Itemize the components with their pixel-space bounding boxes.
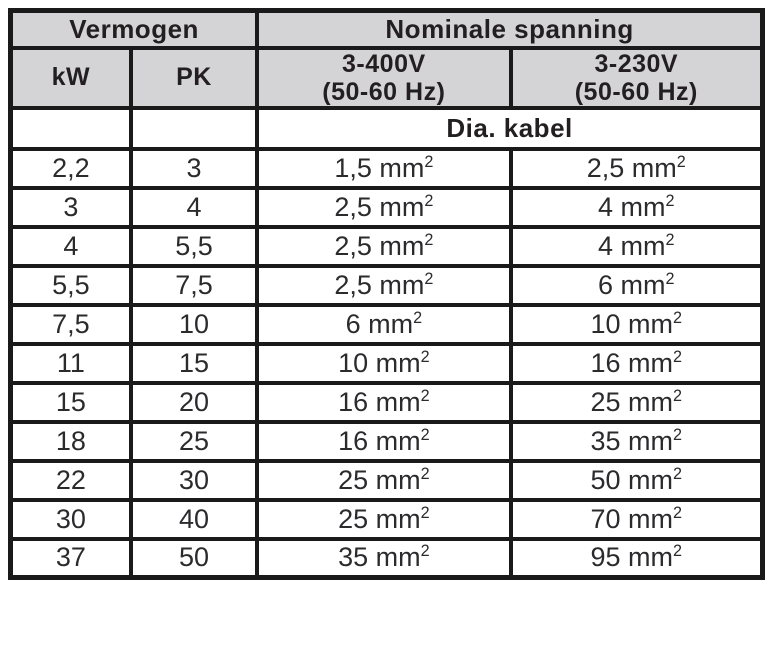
- table-row: 22 30 25 mm2 50 mm2: [8, 458, 765, 502]
- cable-400-cell: 10 mm2: [255, 341, 513, 385]
- table-row: 18 25 16 mm2 35 mm2: [8, 419, 765, 463]
- page: Vermogen Nominale spanning kW PK 3-400V …: [8, 8, 765, 580]
- unit-exponent: 2: [420, 503, 430, 522]
- table-row: 4 5,5 2,5 mm2 4 mm2: [8, 224, 765, 268]
- cable-230-cell: 6 mm2: [508, 263, 765, 307]
- table-row: 30 40 25 mm2 70 mm2: [8, 497, 765, 541]
- unit-exponent: 2: [420, 542, 430, 561]
- header-group-row: Vermogen Nominale spanning: [8, 8, 765, 50]
- pk-cell: 25: [128, 419, 260, 463]
- unit-exponent: 2: [673, 347, 683, 366]
- kw-cell: 2,2: [8, 146, 133, 190]
- pk-cell: 50: [128, 536, 260, 580]
- kw-cell: 11: [8, 341, 133, 385]
- cable-size-table: Vermogen Nominale spanning kW PK 3-400V …: [8, 8, 765, 580]
- table-row: 7,5 10 6 mm2 10 mm2: [8, 302, 765, 346]
- cable-230-cell: 35 mm2: [508, 419, 765, 463]
- unit-exponent: 2: [665, 230, 675, 249]
- header-nominale-spanning: Nominale spanning: [255, 8, 765, 50]
- cable-400-cell: 16 mm2: [255, 419, 513, 463]
- unit-exponent: 2: [420, 425, 430, 444]
- pk-cell: 10: [128, 302, 260, 346]
- pk-cell: 3: [128, 146, 260, 190]
- kw-cell: 22: [8, 458, 133, 502]
- header-dia-kabel: Dia. kabel: [255, 105, 765, 151]
- blank-pk-cell: [128, 105, 260, 151]
- cable-230-cell: 16 mm2: [508, 341, 765, 385]
- pk-cell: 15: [128, 341, 260, 385]
- cable-400-cell: 2,5 mm2: [255, 185, 513, 229]
- unit-exponent: 2: [673, 464, 683, 483]
- cable-230-cell: 4 mm2: [508, 185, 765, 229]
- unit-exponent: 2: [665, 191, 675, 210]
- table-row: 3 4 2,5 mm2 4 mm2: [8, 185, 765, 229]
- pk-cell: 7,5: [128, 263, 260, 307]
- cable-230-cell: 70 mm2: [508, 497, 765, 541]
- cable-400-cell: 25 mm2: [255, 497, 513, 541]
- kw-cell: 15: [8, 380, 133, 424]
- unit-exponent: 2: [420, 386, 430, 405]
- pk-cell: 30: [128, 458, 260, 502]
- table-row: 2,2 3 1,5 mm2 2,5 mm2: [8, 146, 765, 190]
- kw-cell: 18: [8, 419, 133, 463]
- kw-cell: 5,5: [8, 263, 133, 307]
- unit-exponent: 2: [424, 191, 434, 210]
- voltage-400-label: 3-400V: [342, 49, 426, 78]
- table-row: 37 50 35 mm2 95 mm2: [8, 536, 765, 580]
- unit-exponent: 2: [424, 230, 434, 249]
- cable-400-cell: 25 mm2: [255, 458, 513, 502]
- pk-cell: 5,5: [128, 224, 260, 268]
- header-3-230v: 3-230V (50-60 Hz): [508, 45, 765, 110]
- unit-exponent: 2: [673, 503, 683, 522]
- pk-cell: 40: [128, 497, 260, 541]
- cable-230-cell: 4 mm2: [508, 224, 765, 268]
- unit-exponent: 2: [676, 152, 686, 171]
- unit-exponent: 2: [413, 308, 423, 327]
- voltage-400-frequency: (50-60 Hz): [322, 77, 446, 106]
- kw-cell: 30: [8, 497, 133, 541]
- voltage-230-frequency: (50-60 Hz): [574, 77, 698, 106]
- blank-kw-cell: [8, 105, 133, 151]
- header-kw: kW: [8, 45, 133, 110]
- pk-cell: 4: [128, 185, 260, 229]
- unit-exponent: 2: [665, 269, 675, 288]
- cable-400-cell: 6 mm2: [255, 302, 513, 346]
- header-vermogen: Vermogen: [8, 8, 260, 50]
- unit-exponent: 2: [424, 269, 434, 288]
- table-body: 2,2 3 1,5 mm2 2,5 mm2 3 4 2,5 mm2 4 mm2 4 5,5 2,5 …: [8, 146, 765, 580]
- cable-400-cell: 2,5 mm2: [255, 263, 513, 307]
- subheader-row: Dia. kabel: [8, 105, 765, 151]
- unit-exponent: 2: [673, 425, 683, 444]
- table-row: 11 15 10 mm2 16 mm2: [8, 341, 765, 385]
- unit-exponent: 2: [673, 386, 683, 405]
- header-3-400v: 3-400V (50-60 Hz): [255, 45, 513, 110]
- table-row: 15 20 16 mm2 25 mm2: [8, 380, 765, 424]
- cable-230-cell: 10 mm2: [508, 302, 765, 346]
- cable-400-cell: 2,5 mm2: [255, 224, 513, 268]
- table-row: 5,5 7,5 2,5 mm2 6 mm2: [8, 263, 765, 307]
- cable-400-cell: 35 mm2: [255, 536, 513, 580]
- cable-400-cell: 16 mm2: [255, 380, 513, 424]
- unit-exponent: 2: [673, 308, 683, 327]
- cable-230-cell: 2,5 mm2: [508, 146, 765, 190]
- header-pk: PK: [128, 45, 260, 110]
- unit-exponent: 2: [424, 152, 434, 171]
- unit-exponent: 2: [420, 347, 430, 366]
- cable-400-cell: 1,5 mm2: [255, 146, 513, 190]
- pk-cell: 20: [128, 380, 260, 424]
- cable-230-cell: 50 mm2: [508, 458, 765, 502]
- unit-exponent: 2: [673, 542, 683, 561]
- cable-230-cell: 25 mm2: [508, 380, 765, 424]
- unit-exponent: 2: [420, 464, 430, 483]
- cable-230-cell: 95 mm2: [508, 536, 765, 580]
- header-columns-row: kW PK 3-400V (50-60 Hz) 3-230V (50-60 Hz…: [8, 45, 765, 110]
- kw-cell: 7,5: [8, 302, 133, 346]
- voltage-230-label: 3-230V: [594, 49, 679, 78]
- kw-cell: 3: [8, 185, 133, 229]
- kw-cell: 37: [8, 536, 133, 580]
- kw-cell: 4: [8, 224, 133, 268]
